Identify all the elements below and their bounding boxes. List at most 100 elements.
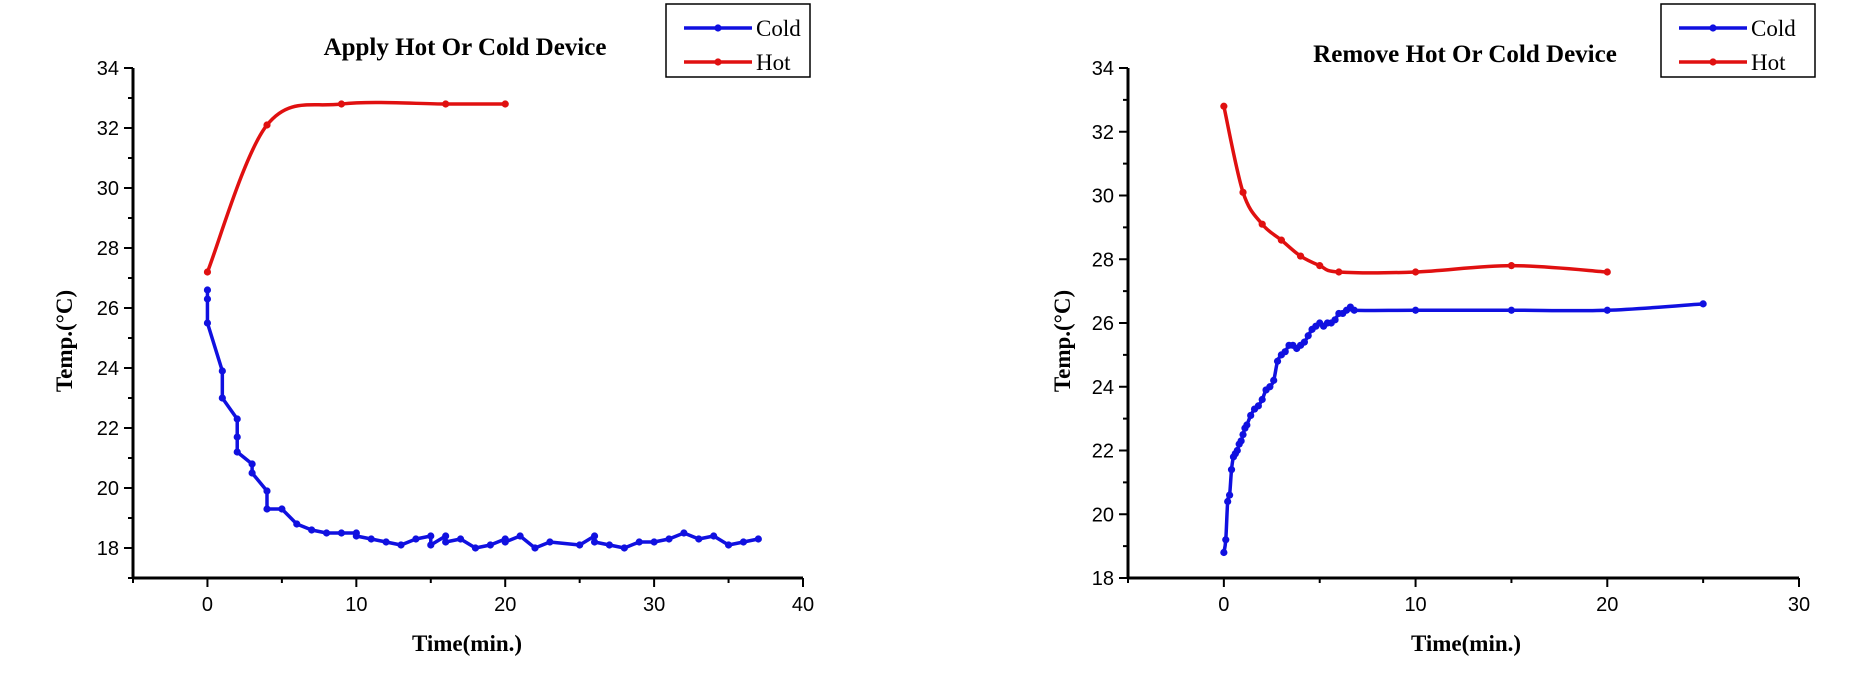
chart-panel-apply: Apply Hot Or Cold Device Time(min.) Temp… (52, 3, 814, 656)
data-point-cold (724, 541, 733, 549)
data-point-cold (576, 541, 584, 549)
data-point-hot (1603, 268, 1611, 276)
data-point-hot (337, 100, 346, 108)
data-point-cold (1699, 300, 1707, 308)
data-point-cold (531, 544, 539, 552)
x-tick-label: 10 (345, 594, 367, 616)
y-tick-label: 32 (97, 118, 119, 140)
series-line-cold (1222, 302, 1704, 553)
data-point-hot (1258, 220, 1266, 228)
legend-remove: Cold Hot (1660, 3, 1816, 78)
y-tick-label: 34 (1092, 58, 1114, 80)
data-point-hot (1411, 268, 1420, 276)
x-tick-label: 20 (494, 594, 516, 616)
series-line-hot (1222, 105, 1608, 275)
x-tick-label: 20 (1596, 594, 1618, 616)
x-tick-label: 0 (1218, 594, 1229, 616)
data-point-cold (1281, 348, 1289, 356)
y-tick-label: 18 (1092, 568, 1114, 590)
y-tick-label: 30 (1092, 186, 1114, 208)
x-tick-label: 30 (1788, 594, 1810, 616)
legend-label-cold: Cold (756, 16, 801, 41)
y-tick-label: 34 (97, 58, 119, 80)
data-point-cold (739, 538, 748, 546)
data-point-cold (710, 532, 718, 540)
data-point-cold (233, 433, 241, 441)
data-point-cold (650, 538, 658, 546)
data-point-cold (427, 532, 435, 540)
legend-label-hot: Hot (1751, 50, 1786, 75)
axes-apply: 18 20 22 24 26 28 30 32 34 0 10 20 30 40 (97, 58, 814, 616)
data-point-cold (442, 532, 450, 540)
data-point-cold (546, 538, 554, 546)
data-point-cold (412, 535, 420, 543)
data-point-hot (263, 121, 271, 129)
y-tick-label: 26 (97, 298, 119, 320)
data-point-cold (352, 532, 360, 540)
data-point-hot (1296, 252, 1305, 260)
legend-marker-hot (714, 58, 722, 66)
data-point-cold (471, 544, 480, 552)
data-point-hot (1316, 262, 1324, 270)
data-point-cold (203, 295, 212, 303)
series-line-hot (205, 100, 506, 273)
data-point-cold (1258, 395, 1266, 404)
data-point-cold (442, 538, 450, 546)
data-point-cold (1270, 376, 1278, 384)
data-point-cold (456, 535, 465, 543)
data-point-cold (263, 487, 271, 495)
data-point-cold (278, 505, 286, 513)
series-line-cold (205, 290, 759, 550)
data-point-cold (1300, 338, 1308, 346)
legend-label-hot: Hot (756, 50, 791, 75)
chart-panel-remove: Remove Hot Or Cold Device Time(min.) Tem… (1050, 3, 1816, 656)
data-point-cold (680, 529, 688, 537)
legend-box (665, 3, 811, 78)
data-point-cold (605, 541, 614, 549)
y-tick-label: 20 (97, 478, 119, 500)
data-point-cold (203, 286, 212, 294)
data-point-cold (367, 535, 375, 543)
data-point-cold (233, 448, 241, 456)
data-point-hot (1239, 188, 1247, 196)
data-point-cold (1243, 421, 1251, 429)
x-tick-label: 30 (643, 594, 665, 616)
data-point-cold (1411, 306, 1420, 314)
data-point-cold (1227, 466, 1236, 474)
y-tick-label: 22 (97, 418, 119, 440)
y-tick-label: 20 (1092, 504, 1114, 526)
data-point-cold (754, 535, 762, 543)
data-point-cold (397, 541, 405, 549)
plot-area-apply (203, 100, 762, 552)
data-point-cold (248, 460, 256, 468)
data-point-cold (486, 541, 494, 549)
data-point-cold (218, 394, 226, 402)
legend-marker-hot (1709, 58, 1717, 66)
data-point-cold (263, 505, 271, 513)
data-point-cold (635, 538, 643, 546)
y-tick-label: 26 (1092, 313, 1114, 335)
data-point-cold (1266, 383, 1274, 391)
data-point-cold (293, 520, 301, 528)
x-tick-label: 40 (792, 594, 814, 616)
x-tick-label: 10 (1404, 594, 1426, 616)
data-point-cold (1507, 306, 1516, 314)
data-point-cold (233, 415, 241, 423)
plot-area-remove (1220, 102, 1707, 557)
data-point-cold (248, 469, 256, 477)
legend-marker-cold (714, 24, 722, 32)
data-point-cold (1603, 306, 1611, 314)
data-point-cold (1247, 411, 1255, 420)
data-point-cold (590, 538, 599, 546)
data-point-cold (1331, 316, 1339, 324)
axes-remove: 18 20 22 24 26 28 30 32 34 0 10 20 30 (1092, 58, 1810, 616)
y-tick-label: 22 (1092, 441, 1114, 463)
data-point-hot (1335, 268, 1343, 276)
y-axis-label-remove: Temp.(°C) (1050, 290, 1075, 392)
legend-marker-cold (1709, 24, 1717, 32)
data-point-cold (516, 532, 524, 540)
data-point-hot (1507, 262, 1516, 270)
data-point-cold (1226, 491, 1234, 499)
data-point-cold (218, 367, 226, 375)
